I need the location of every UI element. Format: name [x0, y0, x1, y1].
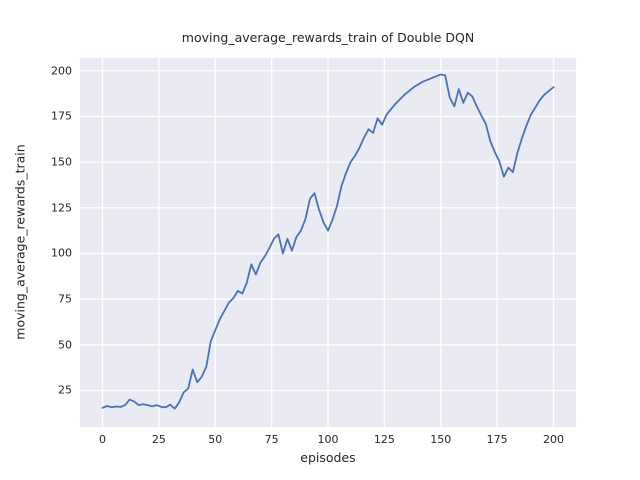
x-tick-label: 150: [430, 433, 452, 446]
x-tick-label: 175: [486, 433, 508, 446]
y-tick-label: 200: [51, 64, 72, 78]
y-tick-label: 125: [51, 201, 72, 215]
x-tick-label: 100: [317, 433, 339, 446]
x-tick-label: 50: [208, 433, 223, 446]
y-tick-label: 25: [58, 383, 72, 397]
plot-area: [80, 58, 576, 427]
chart-title: moving_average_rewards_train of Double D…: [181, 30, 475, 45]
x-tick-label: 200: [542, 433, 564, 446]
x-tick-label: 0: [99, 433, 107, 446]
y-tick-label: 50: [58, 338, 72, 352]
y-tick-label: 75: [58, 292, 72, 306]
y-tick-label: 150: [51, 155, 72, 169]
x-axis-label: episodes: [300, 450, 356, 465]
x-tick-label: 75: [264, 433, 279, 446]
y-tick-label: 100: [51, 246, 72, 260]
x-tick-label: 25: [151, 433, 166, 446]
x-tick-label: 125: [373, 433, 395, 446]
line-chart: [80, 58, 576, 427]
y-axis-label: moving_average_rewards_train: [12, 144, 28, 340]
y-tick-label: 175: [51, 109, 72, 123]
series-line: [101, 73, 555, 410]
